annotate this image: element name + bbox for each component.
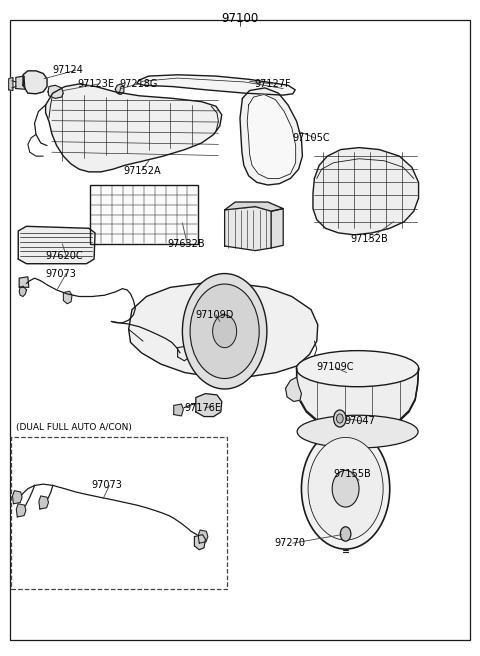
Polygon shape xyxy=(16,504,26,517)
Circle shape xyxy=(334,410,346,427)
Polygon shape xyxy=(198,530,208,543)
Text: 97176E: 97176E xyxy=(185,403,222,413)
Polygon shape xyxy=(39,496,48,509)
Polygon shape xyxy=(174,404,183,416)
Polygon shape xyxy=(240,88,302,185)
Text: 97155B: 97155B xyxy=(334,468,372,479)
Text: 97127F: 97127F xyxy=(254,79,291,89)
Polygon shape xyxy=(247,94,296,178)
Polygon shape xyxy=(137,75,295,95)
Polygon shape xyxy=(18,226,95,264)
Polygon shape xyxy=(313,148,419,235)
Circle shape xyxy=(340,527,351,541)
Polygon shape xyxy=(115,84,124,94)
Polygon shape xyxy=(225,202,283,211)
Polygon shape xyxy=(297,369,419,429)
Polygon shape xyxy=(16,76,25,89)
Ellipse shape xyxy=(297,350,419,387)
Text: 97073: 97073 xyxy=(46,268,76,279)
Polygon shape xyxy=(9,77,13,91)
Polygon shape xyxy=(178,346,188,361)
Text: 97270: 97270 xyxy=(275,538,306,548)
Bar xyxy=(11,437,227,589)
Circle shape xyxy=(182,274,267,389)
Circle shape xyxy=(190,284,259,379)
Polygon shape xyxy=(194,535,205,550)
Polygon shape xyxy=(271,209,283,248)
Circle shape xyxy=(308,438,383,540)
Polygon shape xyxy=(12,491,22,504)
Text: 97152A: 97152A xyxy=(124,165,161,176)
Polygon shape xyxy=(19,277,29,287)
Ellipse shape xyxy=(297,415,418,448)
Text: 97123E: 97123E xyxy=(78,79,115,89)
Text: 97100: 97100 xyxy=(221,12,259,25)
Bar xyxy=(90,185,198,244)
Polygon shape xyxy=(46,84,222,172)
Polygon shape xyxy=(129,283,318,377)
Circle shape xyxy=(301,428,390,549)
Text: 97218G: 97218G xyxy=(119,79,157,89)
Polygon shape xyxy=(23,71,47,94)
Polygon shape xyxy=(19,286,26,297)
Polygon shape xyxy=(63,291,72,304)
Text: 97073: 97073 xyxy=(91,480,122,491)
Text: 97109C: 97109C xyxy=(317,362,354,373)
Text: 97047: 97047 xyxy=(345,416,375,426)
Text: 97105C: 97105C xyxy=(293,133,330,143)
Circle shape xyxy=(336,414,343,423)
Polygon shape xyxy=(225,207,271,251)
Text: 97124: 97124 xyxy=(53,65,84,75)
Polygon shape xyxy=(48,85,63,98)
Text: 97152B: 97152B xyxy=(350,234,388,245)
Text: 97632B: 97632B xyxy=(167,239,204,249)
Text: 97109D: 97109D xyxy=(196,310,234,320)
Circle shape xyxy=(213,315,237,348)
Polygon shape xyxy=(196,394,222,417)
Polygon shape xyxy=(286,377,301,401)
Text: 97620C: 97620C xyxy=(46,251,83,261)
Circle shape xyxy=(332,470,359,507)
Text: (DUAL FULL AUTO A/CON): (DUAL FULL AUTO A/CON) xyxy=(16,423,132,432)
